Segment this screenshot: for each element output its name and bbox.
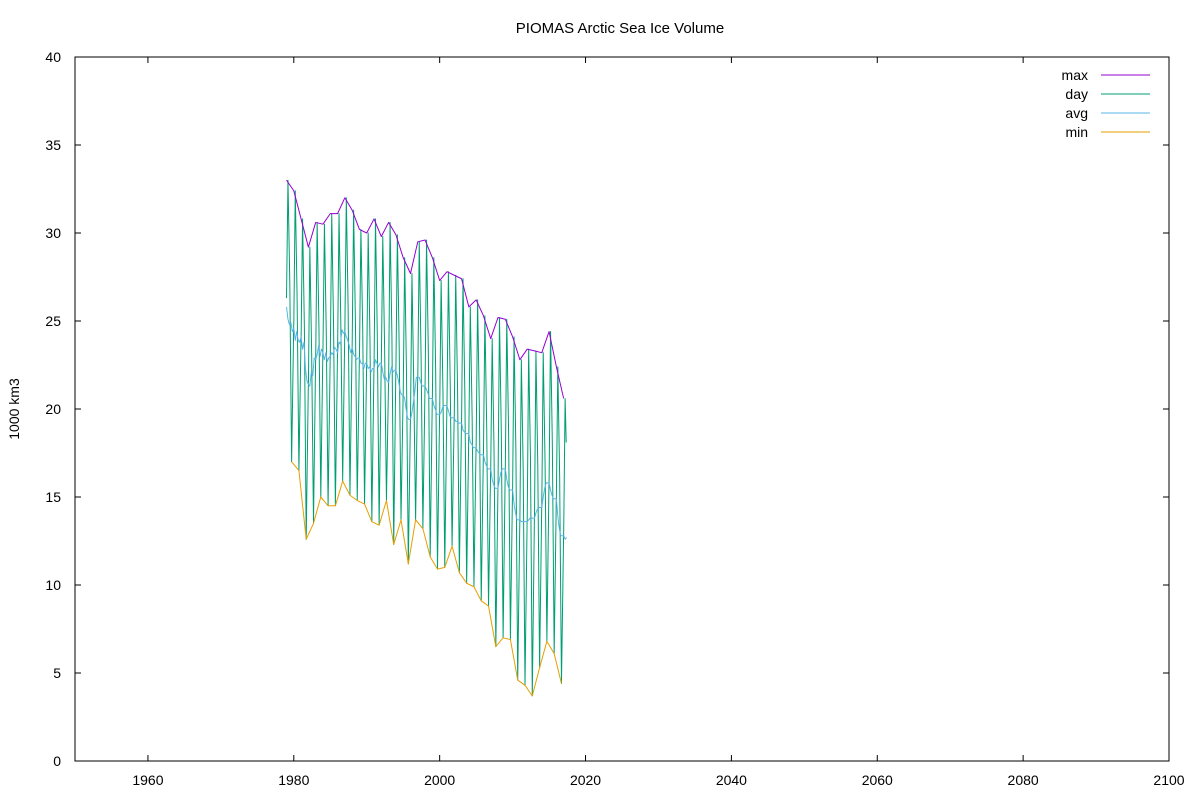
plot-frame bbox=[74, 56, 1170, 762]
legend-item-min: min bbox=[1065, 124, 1150, 140]
legend-label: avg bbox=[1065, 105, 1088, 121]
y-tick-label: 25 bbox=[45, 313, 61, 329]
y-tick-label: 10 bbox=[45, 577, 61, 593]
x-tick-label: 1980 bbox=[278, 772, 309, 788]
x-tick-label: 2020 bbox=[570, 772, 601, 788]
legend: max day avg min bbox=[1062, 67, 1150, 140]
series-line-day bbox=[286, 179, 567, 697]
x-tick-label: 2080 bbox=[1008, 772, 1039, 788]
series-line-max bbox=[286, 179, 565, 399]
y-tick-label: 30 bbox=[45, 225, 61, 241]
x-tick-label: 1960 bbox=[132, 772, 163, 788]
x-tick-label: 2040 bbox=[716, 772, 747, 788]
x-tick-label: 2100 bbox=[1153, 772, 1184, 788]
series-layer bbox=[286, 179, 567, 697]
y-tick-label: 0 bbox=[53, 753, 61, 769]
x-tick-label: 2000 bbox=[424, 772, 455, 788]
x-tick-label: 2060 bbox=[862, 772, 893, 788]
y-axis-label: 1000 km3 bbox=[6, 378, 22, 440]
legend-item-avg: avg bbox=[1065, 105, 1150, 121]
y-tick-label: 35 bbox=[45, 137, 61, 153]
series-line-min bbox=[291, 461, 562, 697]
y-tick-label: 20 bbox=[45, 401, 61, 417]
legend-label: day bbox=[1065, 86, 1088, 102]
series-line-avg bbox=[286, 306, 567, 540]
y-tick-label: 5 bbox=[53, 665, 61, 681]
axis-layer: 1960 1980 2000 2020 2040 2060 2080 210005101520… bbox=[45, 49, 1184, 788]
legend-label: max bbox=[1062, 67, 1088, 83]
chart-title: PIOMAS Arctic Sea Ice Volume bbox=[516, 20, 724, 37]
legend-item-max: max bbox=[1062, 67, 1150, 83]
y-tick-label: 40 bbox=[45, 49, 61, 65]
legend-label: min bbox=[1065, 124, 1088, 140]
y-tick-label: 15 bbox=[45, 489, 61, 505]
legend-item-day: day bbox=[1065, 86, 1150, 102]
